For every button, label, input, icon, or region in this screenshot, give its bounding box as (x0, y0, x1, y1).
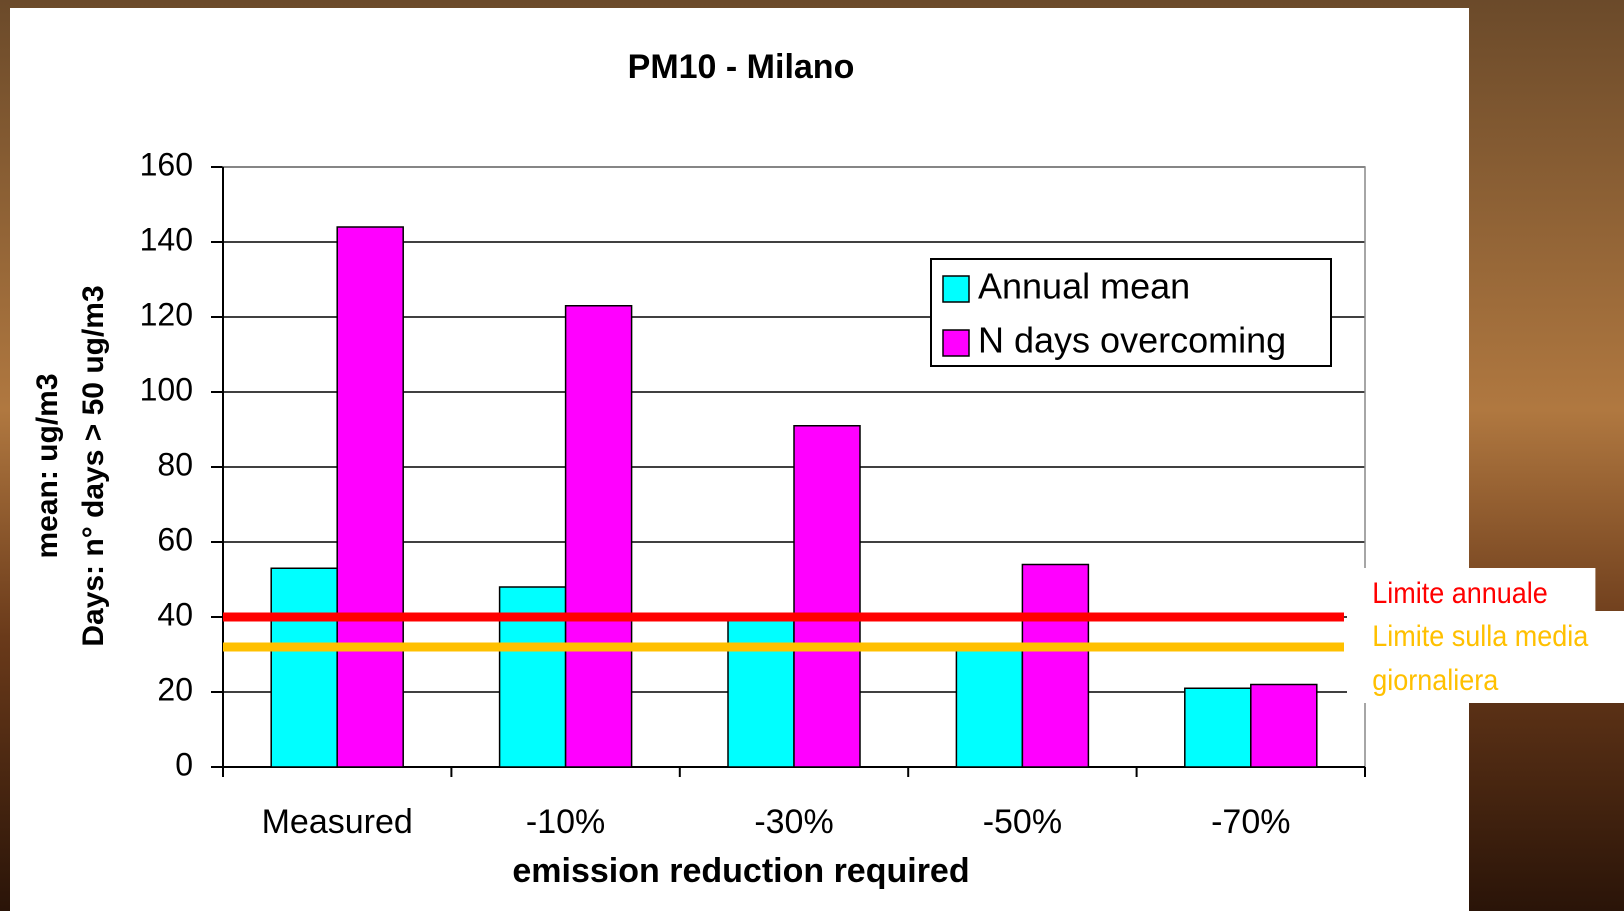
x-tick-label: Measured (262, 803, 413, 841)
legend-box (930, 258, 1332, 367)
bar (270, 567, 338, 768)
y-tick-label: 100 (140, 371, 193, 407)
bar (1021, 563, 1090, 768)
panel (10, 8, 1469, 911)
x-tick-label: -70% (1211, 803, 1290, 841)
y-tick-label: 20 (157, 671, 193, 707)
x-tick-label: -10% (526, 803, 605, 841)
bar (793, 425, 861, 768)
y-tick-label: 80 (157, 446, 193, 482)
chart-title: PM10 - Milano (628, 48, 855, 86)
y-tick-label: 0 (175, 746, 193, 782)
legend-label: N days overcoming (978, 320, 1286, 361)
bar (727, 616, 795, 768)
x-axis-title: emission reduction required (512, 852, 969, 890)
y-tick-label: 120 (140, 296, 193, 332)
bar (1184, 687, 1252, 768)
reference-label: Limite sulla media giornaliera (1347, 611, 1624, 703)
y-axis-title: mean: ug/m3 (31, 373, 64, 558)
reference-label: Limite annuale (1347, 568, 1596, 616)
legend-swatch (942, 329, 970, 357)
bar (1250, 683, 1318, 768)
bar (564, 305, 633, 768)
bar (336, 226, 404, 768)
y-tick-label: 40 (157, 596, 193, 632)
y-axis-title: Days: n° days > 50 ug/m3 (77, 285, 110, 646)
x-tick-label: -50% (983, 803, 1062, 841)
legend: Annual mean N days overcoming (930, 258, 1332, 367)
bar (955, 650, 1024, 768)
y-tick-label: 60 (157, 521, 193, 557)
legend-swatch (942, 275, 970, 303)
legend-label: Annual mean (978, 266, 1190, 307)
y-tick-label: 140 (140, 221, 193, 257)
x-tick-label: -30% (754, 803, 833, 841)
y-tick-label: 160 (140, 146, 193, 182)
